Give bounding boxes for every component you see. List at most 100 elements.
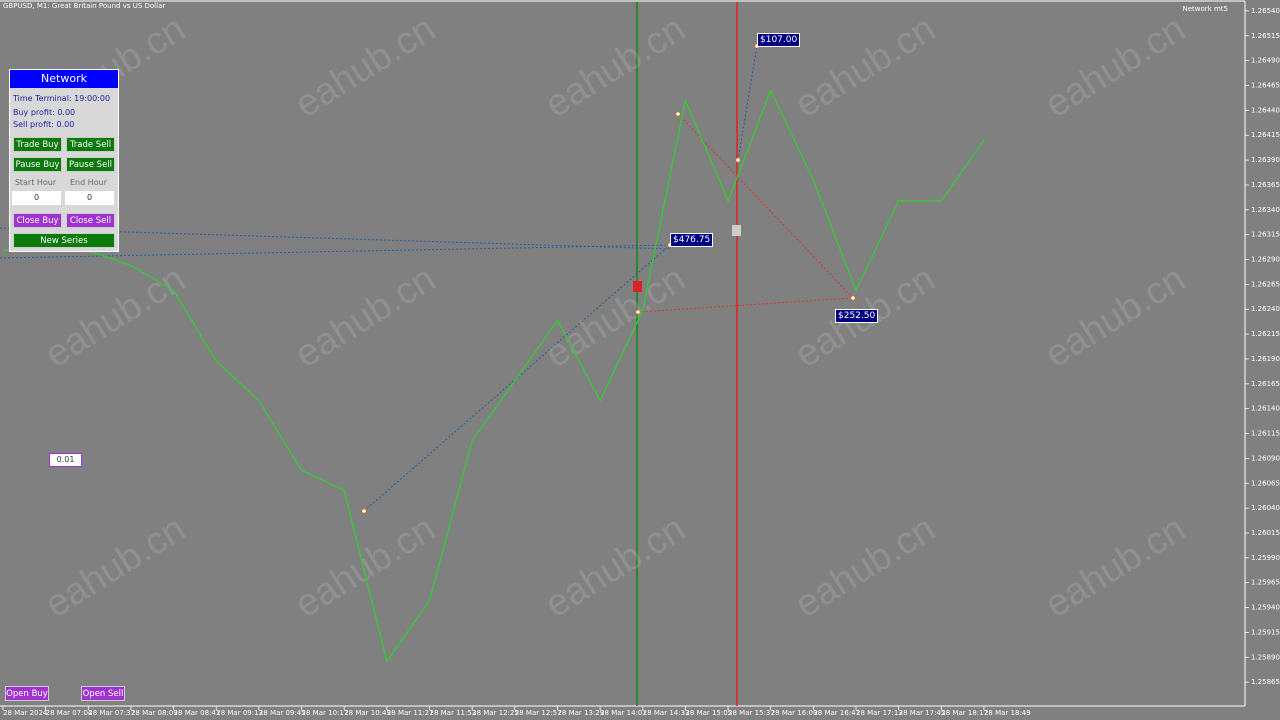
y-tick-label: 1.25990 — [1251, 554, 1280, 562]
y-tick-label: 1.26490 — [1251, 57, 1280, 65]
watermark: eahub.cn — [288, 258, 443, 376]
x-tick-label: 28 Mar 18:49 — [984, 709, 1031, 717]
price-label: $107.00 — [757, 33, 801, 47]
x-tick-label: 28 Mar 08:41 — [174, 709, 221, 717]
lot-size-input[interactable]: 0.01 — [49, 453, 82, 467]
y-tick-label: 1.26190 — [1251, 355, 1280, 363]
watermark: eahub.cn — [788, 8, 943, 126]
x-tick-label: 28 Mar 12:57 — [515, 709, 562, 717]
y-tick-label: 1.26115 — [1251, 430, 1280, 438]
y-tick-label: 1.26390 — [1251, 156, 1280, 164]
watermark: eahub.cn — [538, 258, 693, 376]
chart-symbol: GBPUSD, M1: Great Britain Pound vs US Do… — [3, 2, 165, 10]
y-tick-label: 1.25890 — [1251, 653, 1280, 661]
y-tick-label: 1.26290 — [1251, 256, 1280, 264]
x-tick-label: 28 Mar 07:37 — [88, 709, 135, 717]
open-buy-button[interactable]: Open Buy — [5, 686, 49, 701]
x-tick-label: 28 Mar 16:09 — [771, 709, 818, 717]
open-sell-button[interactable]: Open Sell — [81, 686, 125, 701]
close-sell-button[interactable]: Close Sell — [66, 213, 115, 228]
y-tick-label: 1.25940 — [1251, 604, 1280, 612]
x-tick-label: 28 Mar 13:29 — [557, 709, 604, 717]
order-point — [675, 111, 681, 117]
expert-name: Network mt5 — [1183, 5, 1228, 13]
y-tick-label: 1.26040 — [1251, 504, 1280, 512]
order-point — [635, 309, 641, 315]
watermark: eahub.cn — [38, 258, 193, 376]
order-point — [361, 508, 367, 514]
x-tick-label: 28 Mar 09:45 — [259, 709, 306, 717]
y-tick-label: 1.26240 — [1251, 305, 1280, 313]
watermark: eahub.cn — [38, 508, 193, 626]
trade-buy-button[interactable]: Trade Buy — [13, 137, 62, 152]
y-tick-label: 1.26065 — [1251, 479, 1280, 487]
close-buy-button[interactable]: Close Buy — [13, 213, 62, 228]
y-tick-label: 1.26440 — [1251, 106, 1280, 114]
y-tick-label: 1.26415 — [1251, 131, 1280, 139]
watermark: eahub.cn — [288, 508, 443, 626]
price-label: $252.50 — [835, 309, 879, 323]
x-tick-label: 28 Mar 10:17 — [302, 709, 349, 717]
x-tick-label: 28 Mar 11:53 — [430, 709, 477, 717]
y-tick-label: 1.26465 — [1251, 82, 1280, 90]
panel-title: Network — [10, 70, 118, 88]
x-tick-label: 28 Mar 12:25 — [472, 709, 519, 717]
buy-profit: Buy profit: 0.00 — [13, 108, 76, 117]
y-tick-label: 1.26015 — [1251, 529, 1280, 537]
y-tick-label: 1.26215 — [1251, 330, 1280, 338]
trade-line — [737, 45, 758, 161]
control-panel: Network Time Terminal: 19:00:00 Buy prof… — [9, 69, 119, 252]
x-tick-label: 28 Mar 11:21 — [387, 709, 434, 717]
x-tick-label: 28 Mar 07:04 — [46, 709, 93, 717]
trade-line — [363, 244, 671, 512]
watermark: eahub.cn — [1038, 8, 1193, 126]
sell-icon — [633, 281, 642, 292]
x-tick-label: 28 Mar 14:01 — [600, 709, 647, 717]
watermark: eahub.cn — [538, 508, 693, 626]
pause-buy-button[interactable]: Pause Buy — [13, 157, 62, 172]
x-tick-label: 28 Mar 08:09 — [131, 709, 178, 717]
y-tick-label: 1.26540 — [1251, 7, 1280, 15]
x-tick-label: 28 Mar 15:05 — [685, 709, 732, 717]
price-label: $476.75 — [670, 233, 714, 247]
start-hour-input[interactable]: 0 — [12, 191, 61, 205]
y-tick-label: 1.25965 — [1251, 579, 1280, 587]
end-hour-label: End Hour — [69, 178, 107, 187]
trade-sell-button[interactable]: Trade Sell — [66, 137, 115, 152]
end-hour-input[interactable]: 0 — [65, 191, 114, 205]
y-tick-label: 1.26515 — [1251, 32, 1280, 40]
order-point — [735, 157, 741, 163]
y-tick-label: 1.26315 — [1251, 231, 1280, 239]
y-tick-label: 1.26140 — [1251, 405, 1280, 413]
y-tick-label: 1.26340 — [1251, 206, 1280, 214]
y-tick-label: 1.26365 — [1251, 181, 1280, 189]
x-tick-label: 28 Mar 17:45 — [899, 709, 946, 717]
watermark: eahub.cn — [1038, 258, 1193, 376]
y-tick-label: 1.25915 — [1251, 628, 1280, 636]
time-terminal: Time Terminal: 19:00:00 — [13, 94, 111, 103]
y-tick-label: 1.26090 — [1251, 454, 1280, 462]
trade-line — [677, 113, 854, 299]
pause-sell-button[interactable]: Pause Sell — [66, 157, 115, 172]
x-tick-label: 28 Mar 17:13 — [856, 709, 903, 717]
y-tick-label: 1.26165 — [1251, 380, 1280, 388]
x-tick-label: 28 Mar 15:37 — [728, 709, 775, 717]
watermark: eahub.cn — [788, 508, 943, 626]
y-tick-label: 1.25865 — [1251, 678, 1280, 686]
watermark: eahub.cn — [288, 8, 443, 126]
x-tick-label: 28 Mar 2024 — [3, 709, 48, 717]
sell-profit: Sell profit: 0.00 — [13, 120, 75, 129]
x-tick-label: 28 Mar 18:17 — [941, 709, 988, 717]
buy-icon — [732, 225, 741, 236]
x-tick-label: 28 Mar 16:41 — [813, 709, 860, 717]
x-tick-label: 28 Mar 10:49 — [344, 709, 391, 717]
y-tick-label: 1.26265 — [1251, 280, 1280, 288]
x-tick-label: 28 Mar 09:13 — [216, 709, 263, 717]
watermark: eahub.cn — [538, 8, 693, 126]
order-point — [850, 295, 856, 301]
watermark: eahub.cn — [1038, 508, 1193, 626]
new-series-button[interactable]: New Series — [13, 233, 115, 248]
price-line — [2, 88, 985, 663]
x-tick-label: 28 Mar 14:33 — [643, 709, 690, 717]
